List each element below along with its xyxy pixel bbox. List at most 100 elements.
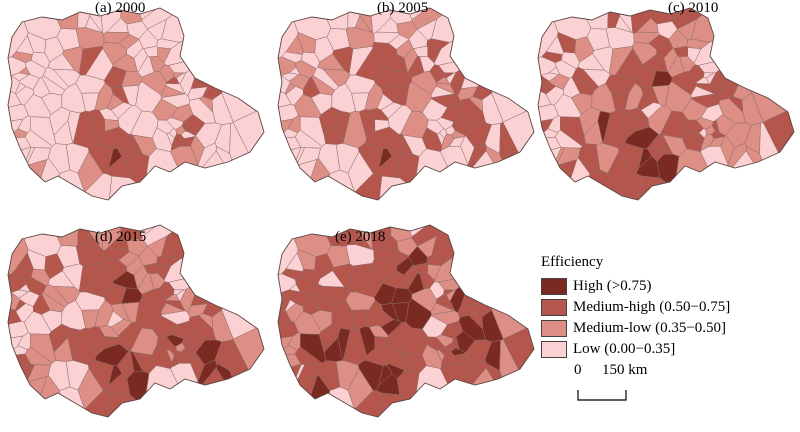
legend-label-medium-high: Medium-high (0.50−0.75] xyxy=(573,298,731,315)
district xyxy=(405,298,432,330)
district xyxy=(126,39,144,59)
district xyxy=(161,8,261,43)
legend-swatch-medium-high xyxy=(541,298,567,316)
legend-swatch-medium-low xyxy=(541,319,567,337)
region-outline xyxy=(7,224,265,418)
legend-label-medium-low: Medium-low (0.35−0.50] xyxy=(573,319,727,336)
district xyxy=(311,292,336,313)
district xyxy=(285,35,304,55)
district xyxy=(41,92,63,115)
district xyxy=(130,133,144,155)
district xyxy=(311,92,333,115)
district xyxy=(358,109,376,139)
district xyxy=(151,344,173,369)
district xyxy=(548,74,570,90)
map-2015 xyxy=(7,224,265,418)
district xyxy=(104,65,127,88)
district xyxy=(611,92,630,112)
district xyxy=(15,252,34,272)
district xyxy=(171,133,185,151)
district xyxy=(665,81,692,113)
district xyxy=(311,75,336,96)
district xyxy=(288,74,310,90)
district xyxy=(88,109,106,139)
district xyxy=(405,81,432,113)
district xyxy=(173,72,185,79)
district xyxy=(538,146,562,182)
district xyxy=(396,39,414,59)
district xyxy=(322,69,351,88)
district xyxy=(436,117,454,130)
district xyxy=(173,289,185,296)
district xyxy=(44,253,64,280)
district xyxy=(48,143,71,174)
district xyxy=(582,69,611,88)
district xyxy=(421,344,443,369)
district xyxy=(197,359,217,392)
district xyxy=(376,93,395,111)
district xyxy=(23,94,52,118)
legend-label-high: High (>0.75) xyxy=(573,277,652,294)
district xyxy=(347,8,362,29)
scale-bar-end-label: 150 km xyxy=(602,362,648,378)
district xyxy=(278,146,302,182)
district xyxy=(458,98,487,124)
district xyxy=(571,92,593,115)
district xyxy=(135,298,162,330)
district xyxy=(718,98,747,124)
region-outline xyxy=(277,7,535,201)
district xyxy=(318,360,341,391)
district xyxy=(41,75,66,96)
district xyxy=(396,256,414,276)
district xyxy=(285,252,304,272)
panel-title-2005: (b) 2005 xyxy=(377,0,429,16)
district xyxy=(407,272,425,295)
map-panel-2005: (b) 2005 xyxy=(270,0,540,215)
district xyxy=(636,93,655,111)
district xyxy=(345,27,375,50)
district xyxy=(278,159,318,200)
district xyxy=(288,291,310,307)
district xyxy=(458,315,487,341)
district xyxy=(634,65,657,88)
district xyxy=(318,143,341,174)
scale-bar-line xyxy=(577,390,627,401)
district xyxy=(106,93,125,111)
district xyxy=(48,360,71,391)
district xyxy=(337,110,351,144)
district xyxy=(660,133,674,155)
map-panel-2018: (e) 2018 xyxy=(270,217,540,432)
district xyxy=(67,110,81,144)
district xyxy=(443,289,455,296)
region-outline xyxy=(277,224,535,418)
district xyxy=(637,175,691,200)
scale-bar-start-label: 0 xyxy=(574,362,582,378)
district xyxy=(358,326,376,356)
district xyxy=(703,72,715,79)
district xyxy=(8,363,32,399)
district xyxy=(41,309,63,332)
district xyxy=(436,334,454,347)
district xyxy=(618,109,636,139)
district xyxy=(75,27,105,50)
district xyxy=(8,376,48,417)
district xyxy=(18,74,40,90)
district xyxy=(467,142,487,175)
district xyxy=(435,300,456,312)
district xyxy=(407,55,425,78)
district xyxy=(701,133,715,151)
district xyxy=(377,175,431,200)
region-outline xyxy=(7,7,265,201)
district xyxy=(77,8,92,29)
district xyxy=(104,282,127,305)
district xyxy=(107,392,161,417)
panel-title-2010: (c) 2010 xyxy=(668,0,719,16)
district xyxy=(75,244,105,267)
district xyxy=(197,142,217,175)
district xyxy=(337,327,351,361)
district xyxy=(188,315,217,341)
district xyxy=(656,39,674,59)
district xyxy=(171,350,185,368)
district xyxy=(311,309,333,332)
district xyxy=(351,309,370,329)
